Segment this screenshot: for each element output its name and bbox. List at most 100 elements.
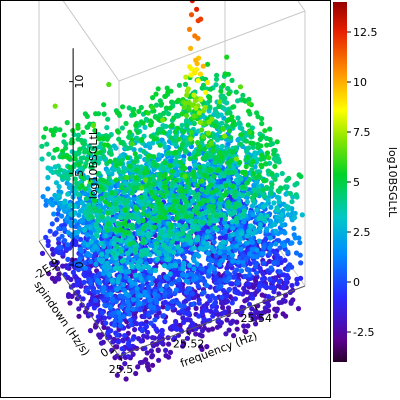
scatter-point: [226, 204, 232, 210]
scatter-point: [264, 213, 270, 219]
scatter-point: [194, 183, 200, 189]
scatter-point: [229, 77, 235, 83]
scatter-point: [165, 111, 172, 117]
scatter-point: [145, 213, 151, 219]
scatter-point: [161, 263, 168, 269]
scatter-point: [183, 199, 190, 205]
scatter-point: [140, 226, 146, 232]
scatter-point: [102, 142, 108, 148]
scatter-point: [250, 316, 256, 322]
scatter-point: [73, 260, 79, 266]
scatter-point: [225, 85, 231, 92]
scatter-point: [120, 169, 126, 175]
scatter-point: [113, 162, 119, 169]
scatter-point: [142, 177, 149, 183]
scatter-point: [204, 282, 210, 289]
scatter-point: [261, 194, 268, 200]
scatter-point: [211, 173, 217, 179]
scatter-point: [112, 344, 119, 350]
scatter-point: [282, 257, 288, 263]
z-tick-label: 10: [73, 75, 86, 89]
scatter-point: [171, 208, 178, 214]
scatter-point: [56, 276, 62, 282]
scatter-point: [79, 217, 85, 223]
scatter-point: [200, 134, 206, 140]
scatter-point: [170, 323, 176, 329]
scatter-point: [148, 189, 154, 195]
scatter-point: [112, 318, 118, 324]
scatter-point: [212, 159, 218, 166]
scatter-point: [148, 348, 154, 354]
scatter-point: [238, 176, 244, 182]
scatter-point: [118, 140, 124, 146]
scatter-point: [254, 207, 260, 213]
scatter-point: [261, 245, 267, 251]
scatter-point: [259, 121, 265, 127]
scatter-point: [84, 113, 90, 119]
scatter-point: [159, 340, 165, 346]
scatter-point: [88, 239, 94, 245]
scatter-point: [177, 302, 183, 309]
scatter-point: [273, 228, 279, 234]
scatter-point: [68, 261, 74, 267]
scatter-point: [201, 316, 207, 322]
scatter-point: [188, 72, 194, 78]
scatter-point: [293, 192, 299, 198]
scatter-point: [253, 263, 259, 270]
scatter-point: [182, 165, 188, 171]
scatter-point: [276, 199, 282, 205]
scatter-point: [184, 335, 191, 341]
scatter-point: [100, 270, 106, 277]
scatter-point: [122, 207, 128, 213]
scatter-point: [191, 245, 197, 251]
scatter-point: [75, 132, 81, 138]
scatter-point: [267, 136, 273, 143]
scatter-point: [254, 156, 260, 163]
scatter-point: [82, 227, 88, 233]
scatter-point: [130, 351, 136, 357]
scatter-point: [273, 241, 279, 247]
scatter-point: [152, 204, 159, 210]
scatter-point: [138, 321, 144, 327]
scatter-point: [51, 211, 57, 217]
scatter-point: [214, 72, 220, 78]
scatter-point: [173, 177, 179, 183]
scatter-point: [107, 304, 113, 310]
scatter-point: [264, 142, 270, 148]
scatter-point: [99, 251, 105, 257]
scatter-point: [212, 155, 218, 161]
scatter-point: [267, 235, 273, 241]
scatter-point: [220, 287, 226, 294]
scatter-point: [93, 111, 99, 117]
scatter-point: [203, 89, 209, 95]
scatter-point: [211, 239, 217, 245]
scatter-point: [67, 300, 73, 306]
box-edge: [297, 1, 306, 12]
scatter-point: [111, 226, 117, 232]
scatter-point: [123, 291, 129, 297]
scatter-point: [149, 281, 155, 287]
scatter-point: [266, 155, 272, 161]
scatter-point: [161, 166, 167, 172]
scatter-point: [254, 270, 260, 276]
scatter-point: [109, 296, 115, 302]
scatter-point: [134, 136, 140, 142]
scatter-point: [150, 362, 156, 368]
scatter-point: [206, 327, 212, 333]
scatter-point: [162, 215, 168, 221]
scatter-point: [191, 120, 197, 127]
scatter-point: [204, 234, 210, 240]
scatter-point: [122, 333, 128, 339]
scatter-point: [245, 122, 251, 128]
scatter-point: [129, 289, 135, 295]
scatter-point: [88, 258, 94, 265]
scatter-point: [77, 256, 83, 262]
scatter-point: [49, 221, 55, 227]
scatter-point: [228, 135, 234, 141]
scatter-point: [161, 140, 167, 147]
scatter-point: [66, 155, 72, 161]
scatter-point: [249, 239, 255, 245]
scatter-point: [108, 151, 114, 157]
scatter-point: [86, 302, 92, 308]
